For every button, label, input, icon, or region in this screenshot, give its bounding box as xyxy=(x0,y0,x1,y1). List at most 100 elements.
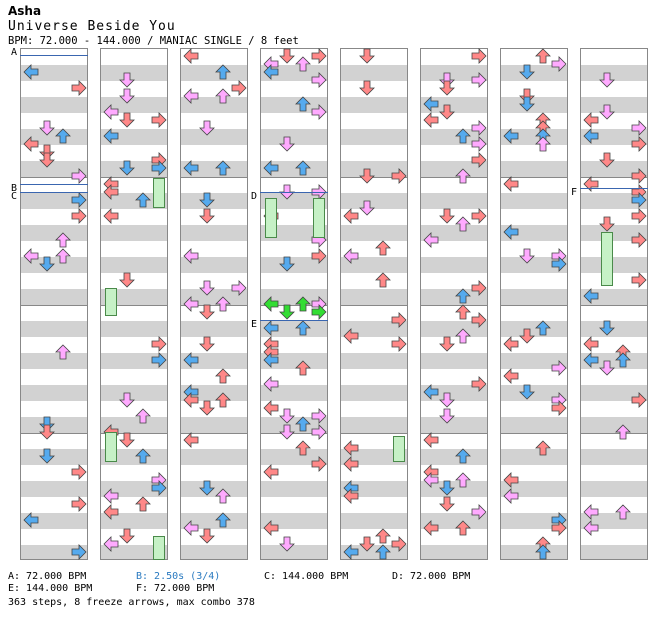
arrow-left-icon xyxy=(103,504,119,520)
arrow-right-icon xyxy=(71,208,87,224)
arrow-down-icon xyxy=(199,120,215,136)
arrow-left-icon xyxy=(503,368,519,384)
arrow-down-icon xyxy=(359,80,375,96)
arrow-up-icon xyxy=(455,288,471,304)
arrow-up-icon xyxy=(135,408,151,424)
arrow-left-icon xyxy=(183,432,199,448)
arrow-left-icon xyxy=(263,376,279,392)
arrow-up-icon xyxy=(295,160,311,176)
arrow-left-icon xyxy=(503,128,519,144)
arrow-up-icon xyxy=(135,448,151,464)
marker-label-c: C xyxy=(11,191,18,202)
freeze-arrow xyxy=(105,288,117,316)
arrow-down-icon xyxy=(599,320,615,336)
arrow-left-icon xyxy=(343,488,359,504)
arrow-down-icon xyxy=(279,48,295,64)
arrow-right-icon xyxy=(631,392,647,408)
arrow-left-icon xyxy=(583,504,599,520)
freeze-arrow xyxy=(393,436,405,462)
chart-summary: 363 steps, 8 freeze arrows, max combo 37… xyxy=(8,597,255,608)
arrow-left-icon xyxy=(583,520,599,536)
marker-line-d xyxy=(260,192,328,193)
arrow-left-icon xyxy=(183,160,199,176)
arrow-up-icon xyxy=(215,488,231,504)
arrow-up-icon xyxy=(295,56,311,72)
arrow-right-icon xyxy=(231,80,247,96)
arrow-right-icon xyxy=(471,48,487,64)
arrow-right-icon xyxy=(311,304,327,320)
arrow-right-icon xyxy=(151,160,167,176)
measure-line xyxy=(341,305,407,306)
arrow-up-icon xyxy=(535,440,551,456)
arrow-right-icon xyxy=(631,136,647,152)
arrow-left-icon xyxy=(183,520,199,536)
legend-e: E: 144.000 BPM xyxy=(8,583,93,594)
arrow-left-icon xyxy=(423,520,439,536)
arrow-left-icon xyxy=(503,488,519,504)
arrow-right-icon xyxy=(551,520,567,536)
arrow-down-icon xyxy=(199,528,215,544)
arrow-left-icon xyxy=(503,472,519,488)
arrow-down-icon xyxy=(199,336,215,352)
arrow-up-icon xyxy=(215,392,231,408)
arrow-down-icon xyxy=(599,360,615,376)
arrow-right-icon xyxy=(71,168,87,184)
arrow-left-icon xyxy=(423,472,439,488)
arrow-down-icon xyxy=(279,536,295,552)
arrow-down-icon xyxy=(599,216,615,232)
arrow-left-icon xyxy=(23,512,39,528)
arrow-left-icon xyxy=(103,184,119,200)
arrow-left-icon xyxy=(183,88,199,104)
measure-line xyxy=(261,305,327,306)
arrow-left-icon xyxy=(263,320,279,336)
measure-line xyxy=(21,177,87,178)
arrow-down-icon xyxy=(199,192,215,208)
arrow-right-icon xyxy=(151,352,167,368)
arrow-down-icon xyxy=(279,136,295,152)
arrow-up-icon xyxy=(135,192,151,208)
arrow-left-icon xyxy=(263,352,279,368)
arrow-right-icon xyxy=(471,376,487,392)
arrow-down-icon xyxy=(279,256,295,272)
arrow-down-icon xyxy=(39,424,55,440)
arrow-right-icon xyxy=(471,136,487,152)
arrow-left-icon xyxy=(583,176,599,192)
arrow-left-icon xyxy=(423,384,439,400)
arrow-up-icon xyxy=(615,352,631,368)
arrow-down-icon xyxy=(519,88,535,104)
measure-line xyxy=(101,177,167,178)
arrow-right-icon xyxy=(71,544,87,560)
arrow-left-icon xyxy=(343,440,359,456)
arrow-up-icon xyxy=(455,304,471,320)
arrow-up-icon xyxy=(295,96,311,112)
arrow-right-icon xyxy=(311,72,327,88)
legend-d: D: 72.000 BPM xyxy=(392,571,471,582)
measure-line xyxy=(501,433,567,434)
marker-line-c xyxy=(20,192,88,193)
arrow-down-icon xyxy=(119,72,135,88)
arrow-left-icon xyxy=(263,160,279,176)
arrow-down-icon xyxy=(119,528,135,544)
arrow-up-icon xyxy=(535,136,551,152)
arrow-down-icon xyxy=(599,152,615,168)
arrow-down-icon xyxy=(439,480,455,496)
marker-label-a: A xyxy=(11,47,18,58)
arrow-down-icon xyxy=(439,80,455,96)
freeze-arrow xyxy=(153,178,165,208)
measure-line xyxy=(581,433,647,434)
arrow-left-icon xyxy=(343,456,359,472)
arrow-down-icon xyxy=(279,408,295,424)
arrow-down-icon xyxy=(359,200,375,216)
arrow-down-icon xyxy=(119,160,135,176)
arrow-up-icon xyxy=(215,512,231,528)
arrow-down-icon xyxy=(359,48,375,64)
arrow-left-icon xyxy=(263,400,279,416)
arrow-right-icon xyxy=(471,312,487,328)
arrow-down-icon xyxy=(199,208,215,224)
arrow-up-icon xyxy=(615,424,631,440)
arrow-right-icon xyxy=(311,104,327,120)
marker-line-b xyxy=(20,184,88,185)
arrow-right-icon xyxy=(311,408,327,424)
arrow-up-icon xyxy=(455,448,471,464)
arrow-up-icon xyxy=(215,160,231,176)
